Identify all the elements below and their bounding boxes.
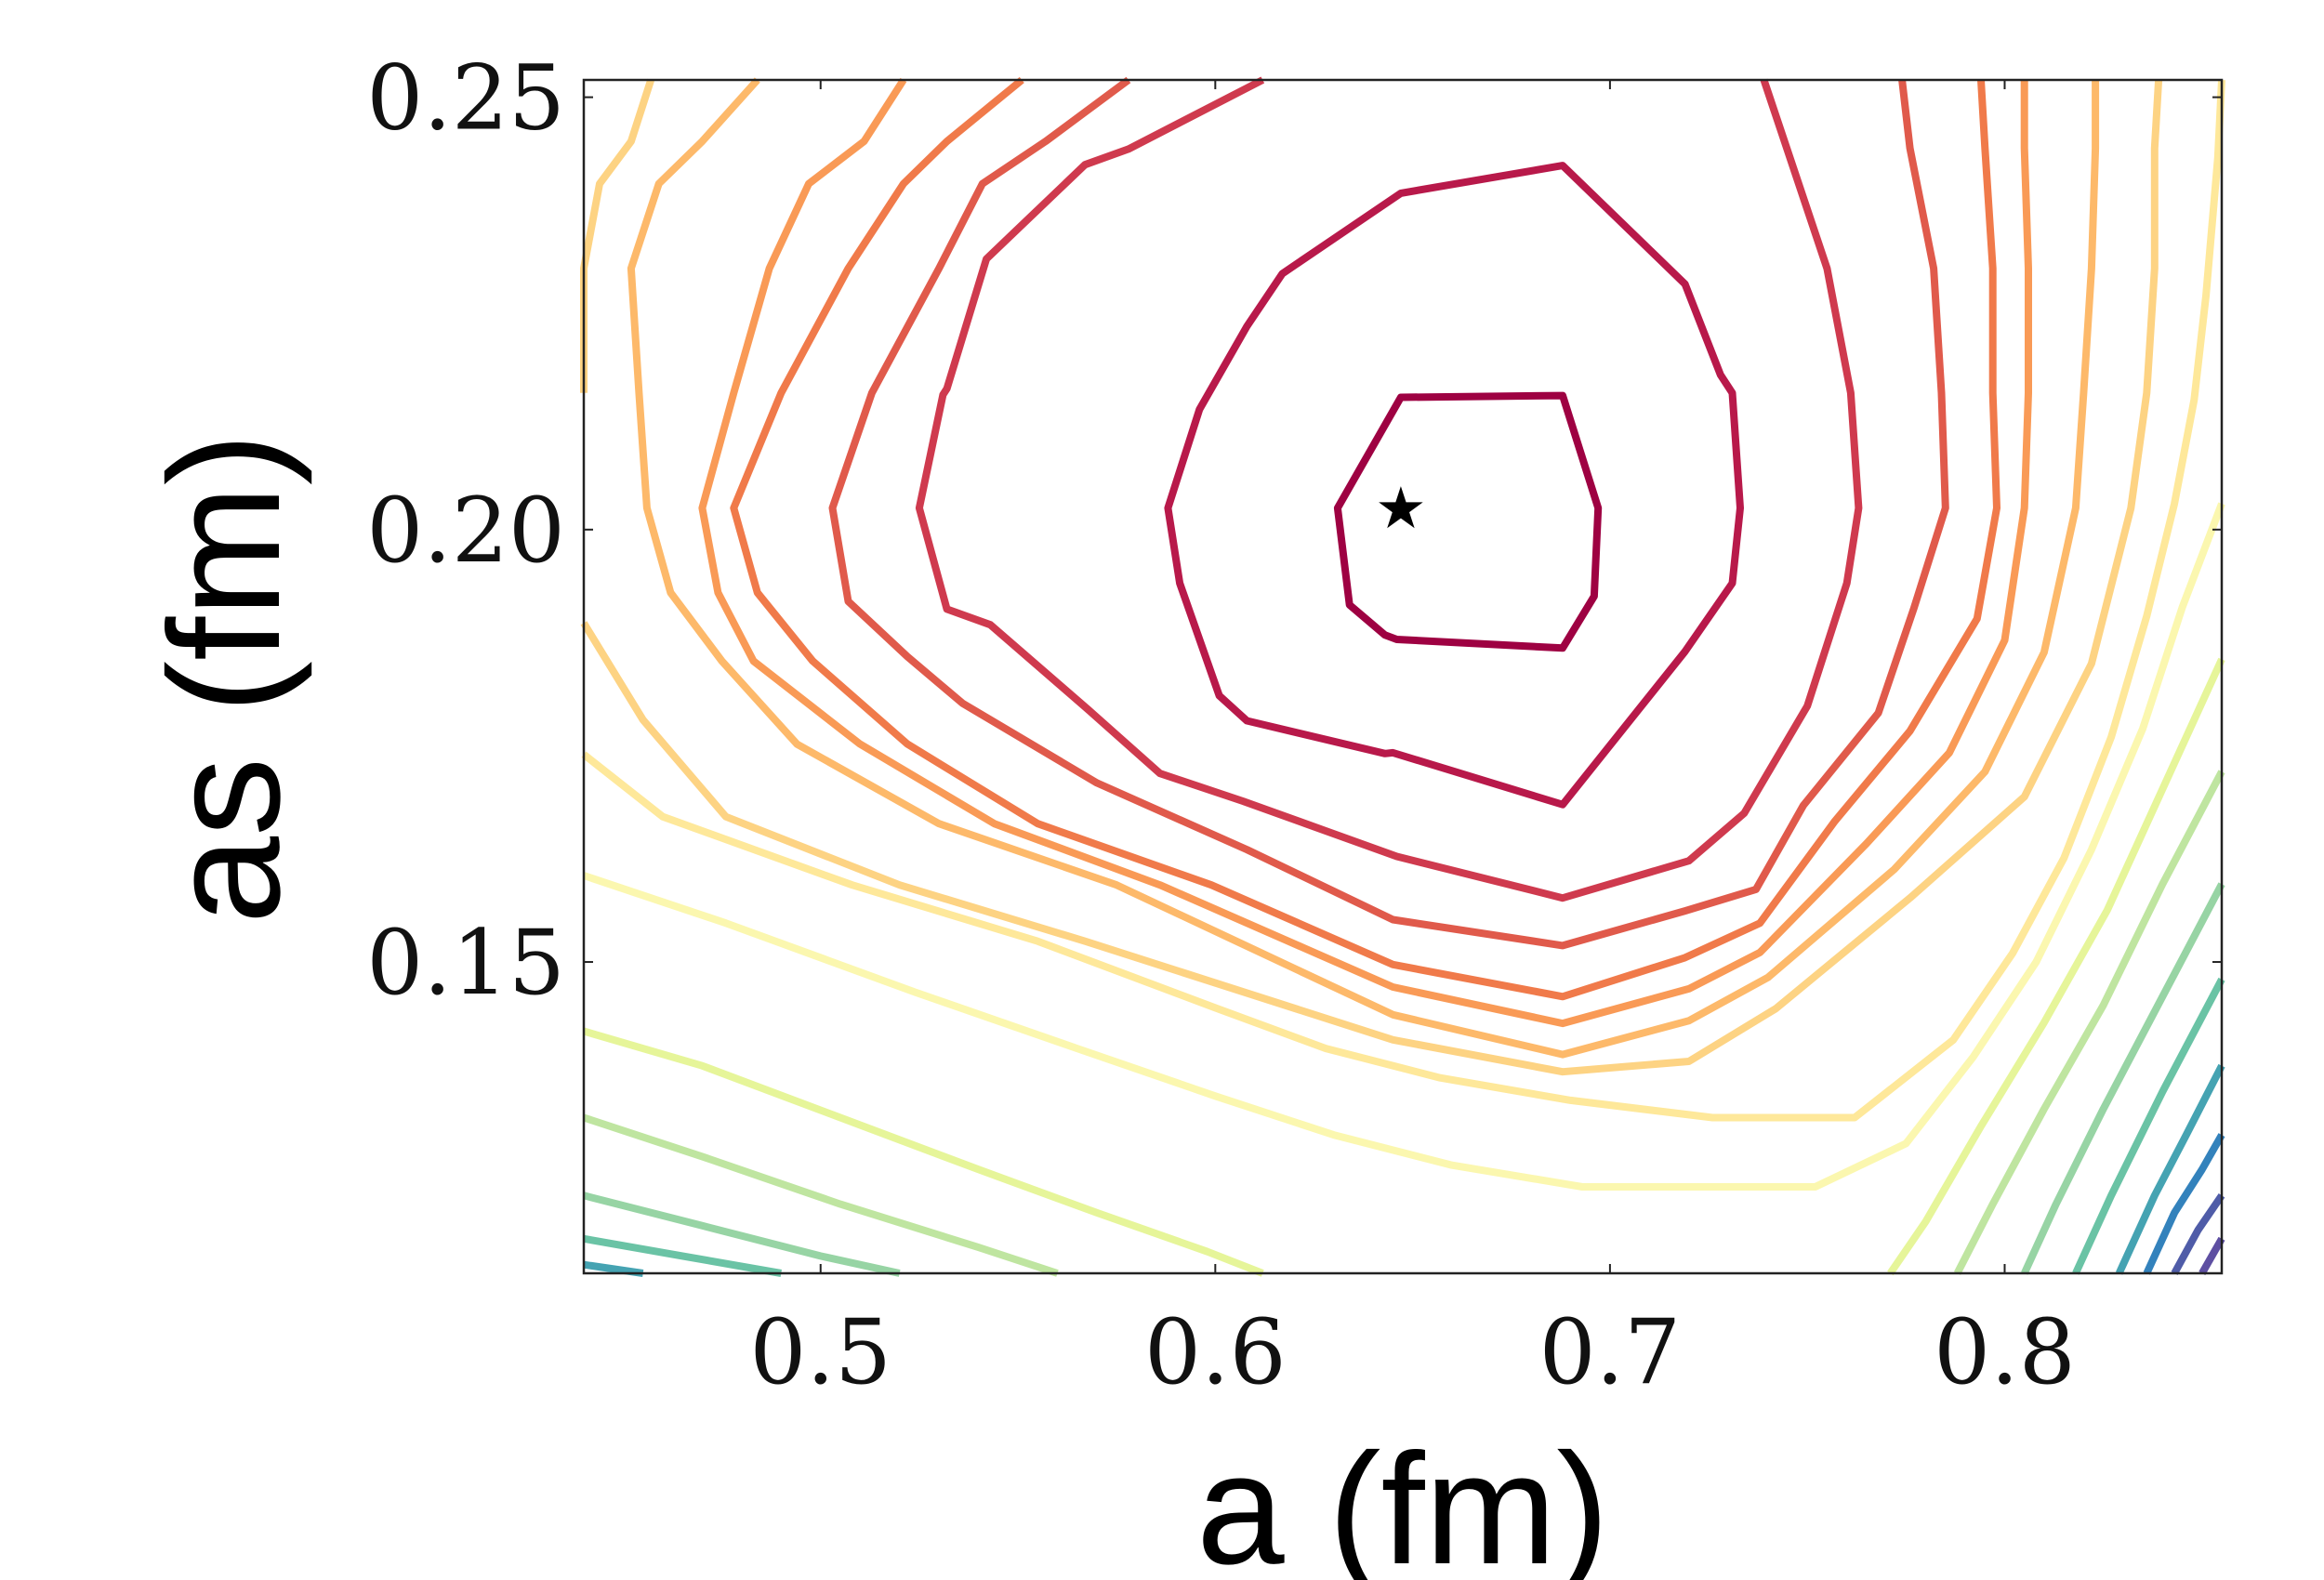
y-tick-label-1: 0.20 — [366, 479, 565, 583]
contour-line-3 — [828, 76, 1949, 950]
contour-line-19 — [583, 1260, 644, 1277]
contour-line-14 — [1953, 770, 2225, 1275]
contour-line-11 — [582, 1027, 1264, 1277]
x-tick-label-0: 0.5 — [749, 1300, 891, 1404]
contour-line-9 — [581, 79, 2225, 1122]
contour-line-16 — [2021, 882, 2225, 1275]
x-tick-label-1: 0.6 — [1144, 1300, 1287, 1404]
axis-ticks — [584, 80, 2222, 1273]
contour-line-4 — [730, 76, 2000, 1001]
contour-line-21 — [2143, 1133, 2225, 1275]
y-tick-labels: 0.15 0.20 0.25 — [366, 46, 565, 1015]
x-tick-label-2: 0.7 — [1539, 1300, 1682, 1404]
contour-line-18 — [2072, 977, 2225, 1275]
contour-line-12 — [1887, 657, 2225, 1276]
contour-line-8 — [580, 79, 2163, 1076]
contour-line-5 — [698, 77, 2032, 1028]
contour-line-2 — [915, 76, 1863, 902]
x-tick-label-3: 0.8 — [1934, 1300, 2076, 1404]
contour-line-17 — [583, 1234, 782, 1277]
y-tick-label-2: 0.25 — [366, 46, 565, 151]
contour-lines — [580, 76, 2225, 1277]
contour-line-13 — [582, 1113, 1059, 1277]
contour-line-10 — [582, 502, 2225, 1191]
x-axis-title: a (fm) — [1196, 1421, 1609, 1580]
contour-line-22 — [2171, 1193, 2225, 1275]
contour-line-0 — [1333, 391, 1603, 652]
y-tick-label-0: 0.15 — [366, 911, 565, 1015]
contour-line-23 — [2199, 1236, 2225, 1275]
y-axis-title: as (fm) — [137, 433, 313, 925]
minimum-star-marker: ★ — [1375, 474, 1427, 542]
x-tick-labels: 0.5 0.6 0.7 0.8 — [749, 1300, 2075, 1404]
contour-line-1 — [1164, 162, 1744, 809]
contour-line-20 — [2115, 1063, 2225, 1275]
contour-line-6 — [627, 77, 2100, 1059]
plot-frame — [582, 78, 2224, 1275]
contour-line-15 — [583, 1192, 901, 1277]
